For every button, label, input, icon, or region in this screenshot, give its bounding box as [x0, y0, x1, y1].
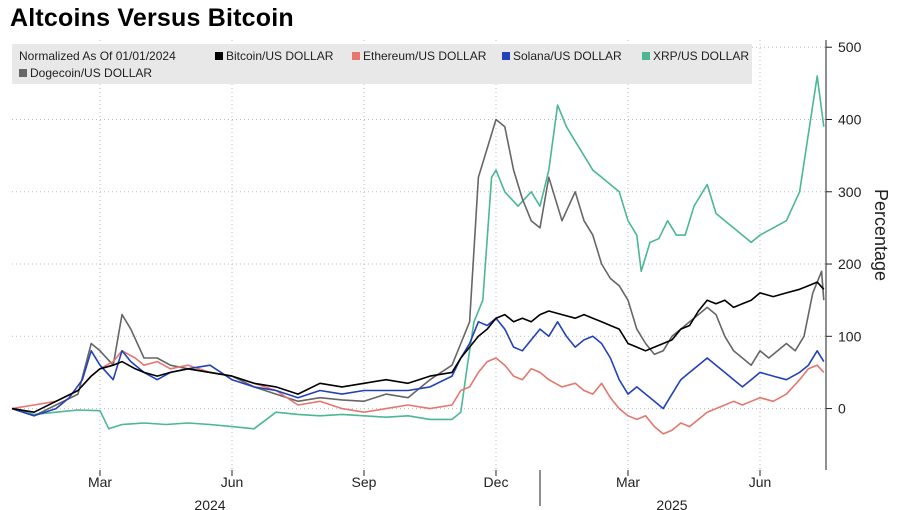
series-layer: [11, 75, 825, 435]
legend: Normalized As Of 01/01/2024 Bitcoin/US D…: [12, 44, 752, 84]
x-tick-label: Mar: [88, 474, 112, 490]
legend-label: Dogecoin/US DOLLAR: [30, 66, 152, 80]
series-line-solana: [11, 317, 825, 417]
legend-background: [12, 44, 752, 84]
x-tick-label: Jun: [749, 474, 772, 490]
y-tick-label: 500: [838, 39, 862, 55]
legend-swatch: [215, 52, 223, 60]
legend-swatch: [19, 69, 27, 77]
y-tick-label: 200: [838, 256, 862, 272]
legend-swatch: [502, 52, 510, 60]
legend-note: Normalized As Of 01/01/2024: [19, 49, 176, 63]
series-line-bitcoin: [11, 281, 825, 413]
x-tick-label: Sep: [352, 474, 377, 490]
legend-swatch: [642, 52, 650, 60]
series-line-dogecoin: [11, 118, 825, 417]
series-line-ethereum: [11, 350, 825, 435]
legend-label: Ethereum/US DOLLAR: [363, 49, 487, 63]
gridlines: [12, 40, 826, 470]
y-tick-label: 0: [838, 401, 846, 417]
y-tick-label: 300: [838, 184, 862, 200]
chart-title: Altcoins Versus Bitcoin: [10, 4, 294, 32]
x-tick-label: Jun: [221, 474, 244, 490]
series-line-xrp: [11, 75, 825, 430]
axes: 0 100 200 300 400 500 Mar Jun Sep Dec Mar Jun 2024 20…: [88, 39, 891, 510]
x-tick-label: Dec: [484, 474, 509, 490]
legend-label: XRP/US DOLLAR: [653, 49, 749, 63]
x-year-label: 2024: [194, 497, 225, 510]
y-tick-label: 400: [838, 111, 862, 127]
x-tick-label: Mar: [616, 474, 640, 490]
legend-swatch: [352, 52, 360, 60]
x-year-label: 2025: [656, 497, 687, 510]
y-axis-label: Percentage: [871, 189, 891, 281]
legend-label: Solana/US DOLLAR: [513, 49, 622, 63]
legend-label: Bitcoin/US DOLLAR: [226, 49, 334, 63]
y-tick-label: 100: [838, 328, 862, 344]
